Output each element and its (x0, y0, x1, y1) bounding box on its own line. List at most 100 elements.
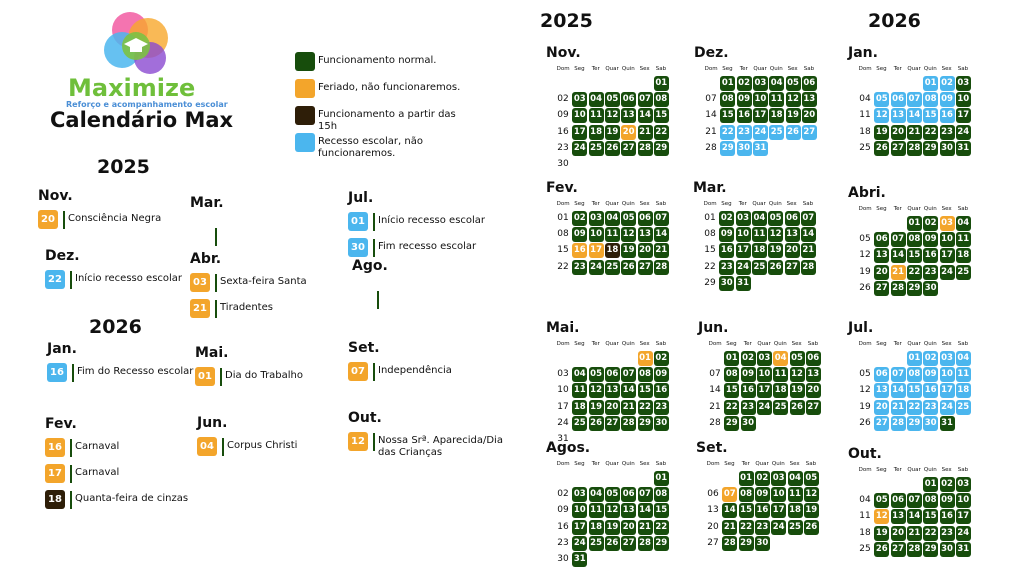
day-cell: 15 (637, 383, 653, 399)
event-text: Fim recesso escolar (378, 241, 477, 252)
day-cell: 20 (874, 399, 890, 415)
event-month: Fev. (45, 416, 77, 432)
day-number: 29 (704, 277, 716, 288)
day-cell: 02 (923, 351, 939, 366)
day-cell: 28 (621, 415, 637, 431)
day-cell: 14 (890, 383, 906, 399)
day-cell: 01 (923, 477, 939, 492)
day-cell: 03 (771, 471, 787, 486)
weekday: Sex (791, 341, 802, 347)
day-cell: 23 (572, 259, 588, 275)
day-cell: 16 (939, 108, 955, 124)
event-divider (373, 433, 375, 451)
event-text: Tiradentes (220, 302, 273, 313)
day-cell: 26 (604, 535, 620, 551)
weekday: Sex (639, 201, 650, 207)
day-cell: 27 (874, 280, 890, 296)
day-cell: 05 (874, 493, 890, 509)
day-cell: 22 (923, 124, 939, 140)
day-cell: 12 (803, 487, 819, 503)
day-cell: 11 (588, 108, 604, 124)
legend-label: Feriado, não funcionaremos. (318, 82, 461, 93)
event-divider (373, 213, 375, 231)
day-cell: 02 (939, 477, 955, 492)
calendar-year: 2026 (868, 10, 921, 32)
day-cell: 29 (906, 415, 922, 431)
day-cell: 04 (787, 471, 803, 486)
weekday: Quar (755, 461, 769, 467)
day-cell: 11 (769, 92, 785, 108)
day-cell: 21 (621, 399, 637, 415)
day-cell: 10 (752, 92, 768, 108)
day-cell: 21 (890, 399, 906, 415)
event-divider (377, 291, 379, 309)
event-month: Ago. (352, 258, 388, 274)
day-cell: 14 (637, 503, 653, 519)
day-cell: 27 (890, 541, 906, 557)
day-number: 22 (704, 261, 716, 272)
day-cell: 06 (621, 92, 637, 108)
day-cell: 30 (923, 280, 939, 296)
day-cell: 28 (637, 535, 653, 551)
day-cell: 09 (653, 367, 669, 383)
event-divider (215, 228, 217, 246)
day-number: 03 (557, 369, 569, 380)
weekday: Ter (591, 341, 600, 347)
day-cell: 07 (637, 487, 653, 503)
day-cell: 09 (572, 227, 588, 243)
day-cell: 13 (890, 108, 906, 124)
day-number: 14 (705, 110, 717, 121)
day-cell: 16 (572, 243, 588, 259)
weekday: Seg (724, 461, 735, 467)
weekday: Quin (773, 341, 787, 347)
day-cell: 26 (768, 259, 784, 275)
day-cell: 19 (588, 399, 604, 415)
day-number: 26 (859, 282, 871, 293)
day-cell: 19 (768, 243, 784, 259)
weekday: Sab (655, 461, 667, 467)
day-cell: 04 (588, 92, 604, 108)
day-cell: 18 (572, 399, 588, 415)
day-cell: 20 (801, 108, 817, 124)
day-cell: 16 (740, 383, 756, 399)
day-cell: 15 (738, 503, 754, 519)
day-cell: 11 (787, 487, 803, 503)
day-cell: 03 (955, 76, 971, 91)
day-cell: 15 (720, 108, 736, 124)
day-cell: 13 (805, 367, 821, 383)
day-cell: 29 (720, 140, 736, 156)
day-cell: 23 (736, 124, 752, 140)
day-cell: 03 (588, 211, 604, 226)
day-cell: 17 (752, 108, 768, 124)
day-cell: 12 (604, 503, 620, 519)
day-cell: 08 (637, 367, 653, 383)
day-cell: 12 (874, 108, 890, 124)
weekday: Seg (876, 467, 887, 473)
day-cell: 28 (906, 140, 922, 156)
day-cell: 17 (572, 124, 588, 140)
legend-swatch (295, 106, 315, 125)
weekday: Quin (771, 461, 785, 467)
day-cell: 10 (588, 227, 604, 243)
weekday: Seg (726, 341, 737, 347)
day-cell: 26 (604, 140, 620, 156)
weekday: Sab (803, 66, 815, 72)
day-cell: 24 (756, 399, 772, 415)
event-text: Independência (378, 365, 452, 376)
day-cell: 26 (785, 124, 801, 140)
weekday: Quin (621, 341, 635, 347)
day-cell: 30 (754, 535, 770, 551)
day-cell: 02 (939, 76, 955, 91)
day-number: 30 (557, 159, 569, 169)
weekday: Ter (591, 461, 600, 467)
day-cell: 25 (787, 519, 803, 535)
day-cell: 20 (874, 264, 890, 280)
weekday: Sab (807, 341, 819, 347)
day-cell: 02 (736, 76, 752, 91)
day-number: 15 (704, 245, 716, 256)
day-cell: 08 (720, 92, 736, 108)
event-day: 17 (45, 464, 65, 483)
weekday: Sex (639, 461, 650, 467)
weekday: Sex (941, 66, 952, 72)
day-cell: 07 (722, 487, 738, 503)
